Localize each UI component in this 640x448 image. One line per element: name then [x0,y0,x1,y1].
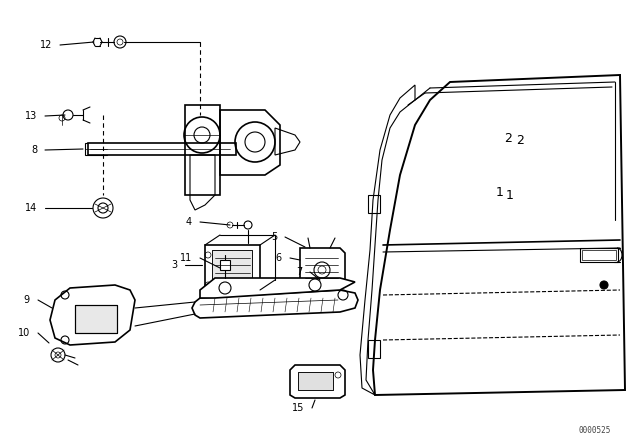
Bar [75,305,117,333]
Text: 8: 8 [31,145,37,155]
Text: 6: 6 [276,253,282,263]
Circle shape [600,281,608,289]
Text: 9: 9 [24,295,30,305]
Polygon shape [290,365,345,398]
Bar [75,305,117,333]
Text: 10: 10 [18,328,30,338]
Text: 14: 14 [25,203,37,213]
Text: 11: 11 [180,253,192,263]
Polygon shape [192,290,358,318]
Bar [85,143,107,155]
Text: 7: 7 [296,267,302,277]
Polygon shape [200,278,355,298]
Text: 1: 1 [496,185,504,198]
Text: 3: 3 [171,260,177,270]
Text: 15: 15 [292,403,304,413]
Polygon shape [205,245,260,290]
Bar [580,248,618,262]
Bar [582,250,616,260]
Text: 13: 13 [25,111,37,121]
Text: 1: 1 [506,189,514,202]
Bar [298,372,333,390]
Bar [220,260,230,270]
Text: 4: 4 [186,217,192,227]
Polygon shape [300,248,345,295]
Polygon shape [50,285,135,345]
Text: 5: 5 [271,232,277,242]
Bar [88,143,236,155]
Bar [368,195,380,213]
Text: 2: 2 [516,134,524,146]
Bar [368,340,380,358]
Text: 12: 12 [40,40,52,50]
Text: 2: 2 [504,132,512,145]
Bar [212,250,252,282]
Bar [212,250,252,282]
Bar [298,372,333,390]
Text: 0000525: 0000525 [579,426,611,435]
